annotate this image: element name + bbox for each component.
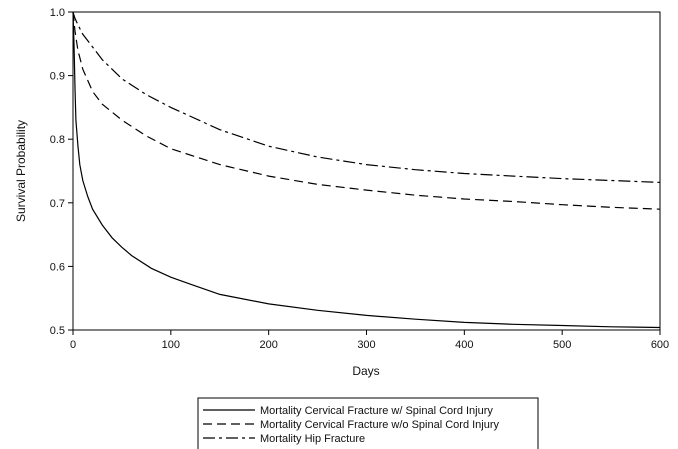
legend-label-1: Mortality Cervical Fracture w/ Spinal Co… <box>260 405 493 417</box>
x-tick-label: 600 <box>651 339 669 351</box>
legend-items: Mortality Cervical Fracture w/ Spinal Co… <box>203 405 500 445</box>
y-tick-label: 0.6 <box>50 261 65 273</box>
series-line-2 <box>72 11 661 210</box>
y-axis-title: Survival Probability <box>14 120 28 222</box>
legend-label-2: Mortality Cervical Fracture w/o Spinal C… <box>260 419 500 431</box>
x-tick-label: 300 <box>357 339 375 351</box>
legend: Mortality Cervical Fracture w/ Spinal Co… <box>197 397 539 449</box>
plot-frame <box>72 11 661 331</box>
legend-label-3: Mortality Hip Fracture <box>260 433 365 445</box>
x-tick-label: 400 <box>455 339 473 351</box>
x-axis-title: Days <box>352 364 379 378</box>
legend-box <box>197 397 539 449</box>
x-tick-label: 0 <box>70 339 76 351</box>
series-line-1 <box>72 11 661 329</box>
series-line-3 <box>72 11 661 183</box>
y-tick-label: 0.8 <box>50 134 65 146</box>
y-tick-label: 0.5 <box>50 325 65 337</box>
x-tick-label: 200 <box>259 339 277 351</box>
series-lines <box>72 11 661 329</box>
x-axis-ticks: 0 100 200 300 400 500 600 <box>70 330 669 351</box>
y-tick-label: 0.9 <box>50 71 65 83</box>
x-tick-label: 500 <box>553 339 571 351</box>
y-axis-ticks: 0.5 0.6 0.7 0.8 0.9 1.0 <box>50 7 73 337</box>
y-tick-label: 0.7 <box>50 198 65 210</box>
y-tick-label: 1.0 <box>50 7 65 19</box>
x-tick-label: 100 <box>162 339 180 351</box>
